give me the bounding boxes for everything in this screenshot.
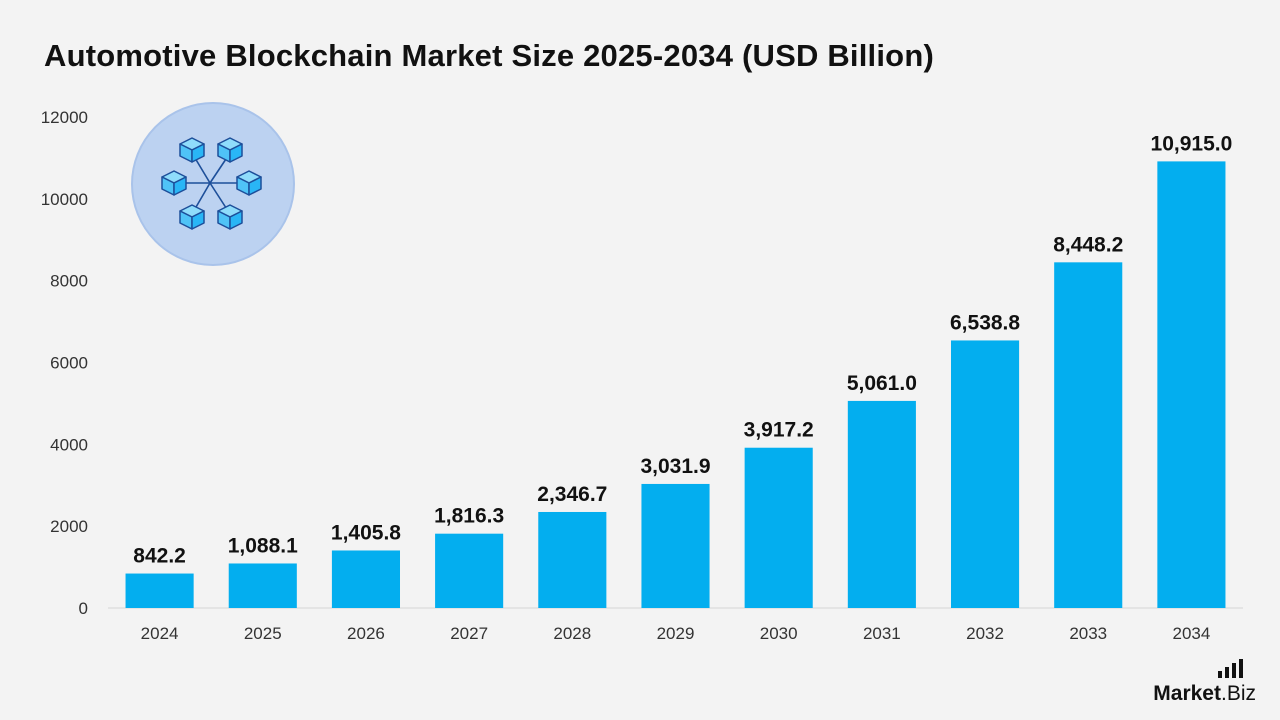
bar-2024	[125, 573, 194, 608]
bar-2033	[1054, 262, 1123, 608]
data-label: 5,061.0	[847, 372, 917, 395]
bar-2031	[847, 400, 916, 608]
brand-logo: Market.Biz	[1153, 682, 1256, 706]
y-tick-label: 0	[79, 599, 88, 618]
x-tick-label: 2027	[450, 624, 488, 643]
y-tick-label: 12000	[41, 108, 88, 127]
bar-2034	[1157, 161, 1226, 608]
bar-2025	[228, 563, 297, 608]
y-tick-label: 2000	[50, 517, 88, 536]
y-tick-label: 6000	[50, 354, 88, 373]
x-tick-label: 2031	[863, 624, 901, 643]
data-label: 10,915.0	[1151, 132, 1233, 155]
cube-icon	[161, 170, 187, 196]
cube-icon	[217, 204, 243, 230]
bar-2030	[744, 447, 813, 608]
bar-2027	[435, 533, 504, 608]
bar-2028	[538, 511, 607, 608]
brand-name-bold: Market	[1153, 682, 1221, 705]
y-tick-label: 10000	[41, 190, 88, 209]
x-tick-label: 2030	[760, 624, 798, 643]
data-label: 842.2	[133, 545, 186, 568]
data-label: 1,405.8	[331, 521, 401, 544]
x-tick-label: 2024	[141, 624, 179, 643]
cube-icon	[179, 137, 205, 163]
data-label: 3,031.9	[640, 455, 710, 478]
bar-2032	[950, 340, 1020, 608]
blockchain-network-icon	[131, 102, 295, 266]
chart-title: Automotive Blockchain Market Size 2025-2…	[44, 38, 934, 73]
bar-2029	[641, 483, 710, 608]
x-tick-label: 2029	[657, 624, 695, 643]
y-tick-label: 4000	[50, 435, 88, 454]
cube-icon	[217, 137, 243, 163]
data-label: 2,346.7	[537, 483, 607, 506]
brand-name-rest: .Biz	[1220, 682, 1256, 705]
y-tick-label: 8000	[50, 272, 88, 291]
x-tick-label: 2032	[966, 624, 1004, 643]
data-label: 8,448.2	[1053, 233, 1123, 256]
bar-2026	[331, 550, 401, 608]
x-tick-label: 2033	[1069, 624, 1107, 643]
x-tick-label: 2034	[1172, 624, 1210, 643]
cube-icon	[179, 204, 205, 230]
data-label: 6,538.8	[950, 311, 1020, 334]
data-label: 1,816.3	[434, 505, 504, 528]
x-tick-label: 2025	[244, 624, 282, 643]
cube-icon	[236, 170, 262, 196]
data-label: 3,917.2	[744, 419, 814, 442]
x-tick-label: 2026	[347, 624, 385, 643]
x-tick-label: 2028	[553, 624, 591, 643]
brand-logo-bars-icon	[1218, 659, 1243, 678]
data-label: 1,088.1	[228, 534, 298, 557]
